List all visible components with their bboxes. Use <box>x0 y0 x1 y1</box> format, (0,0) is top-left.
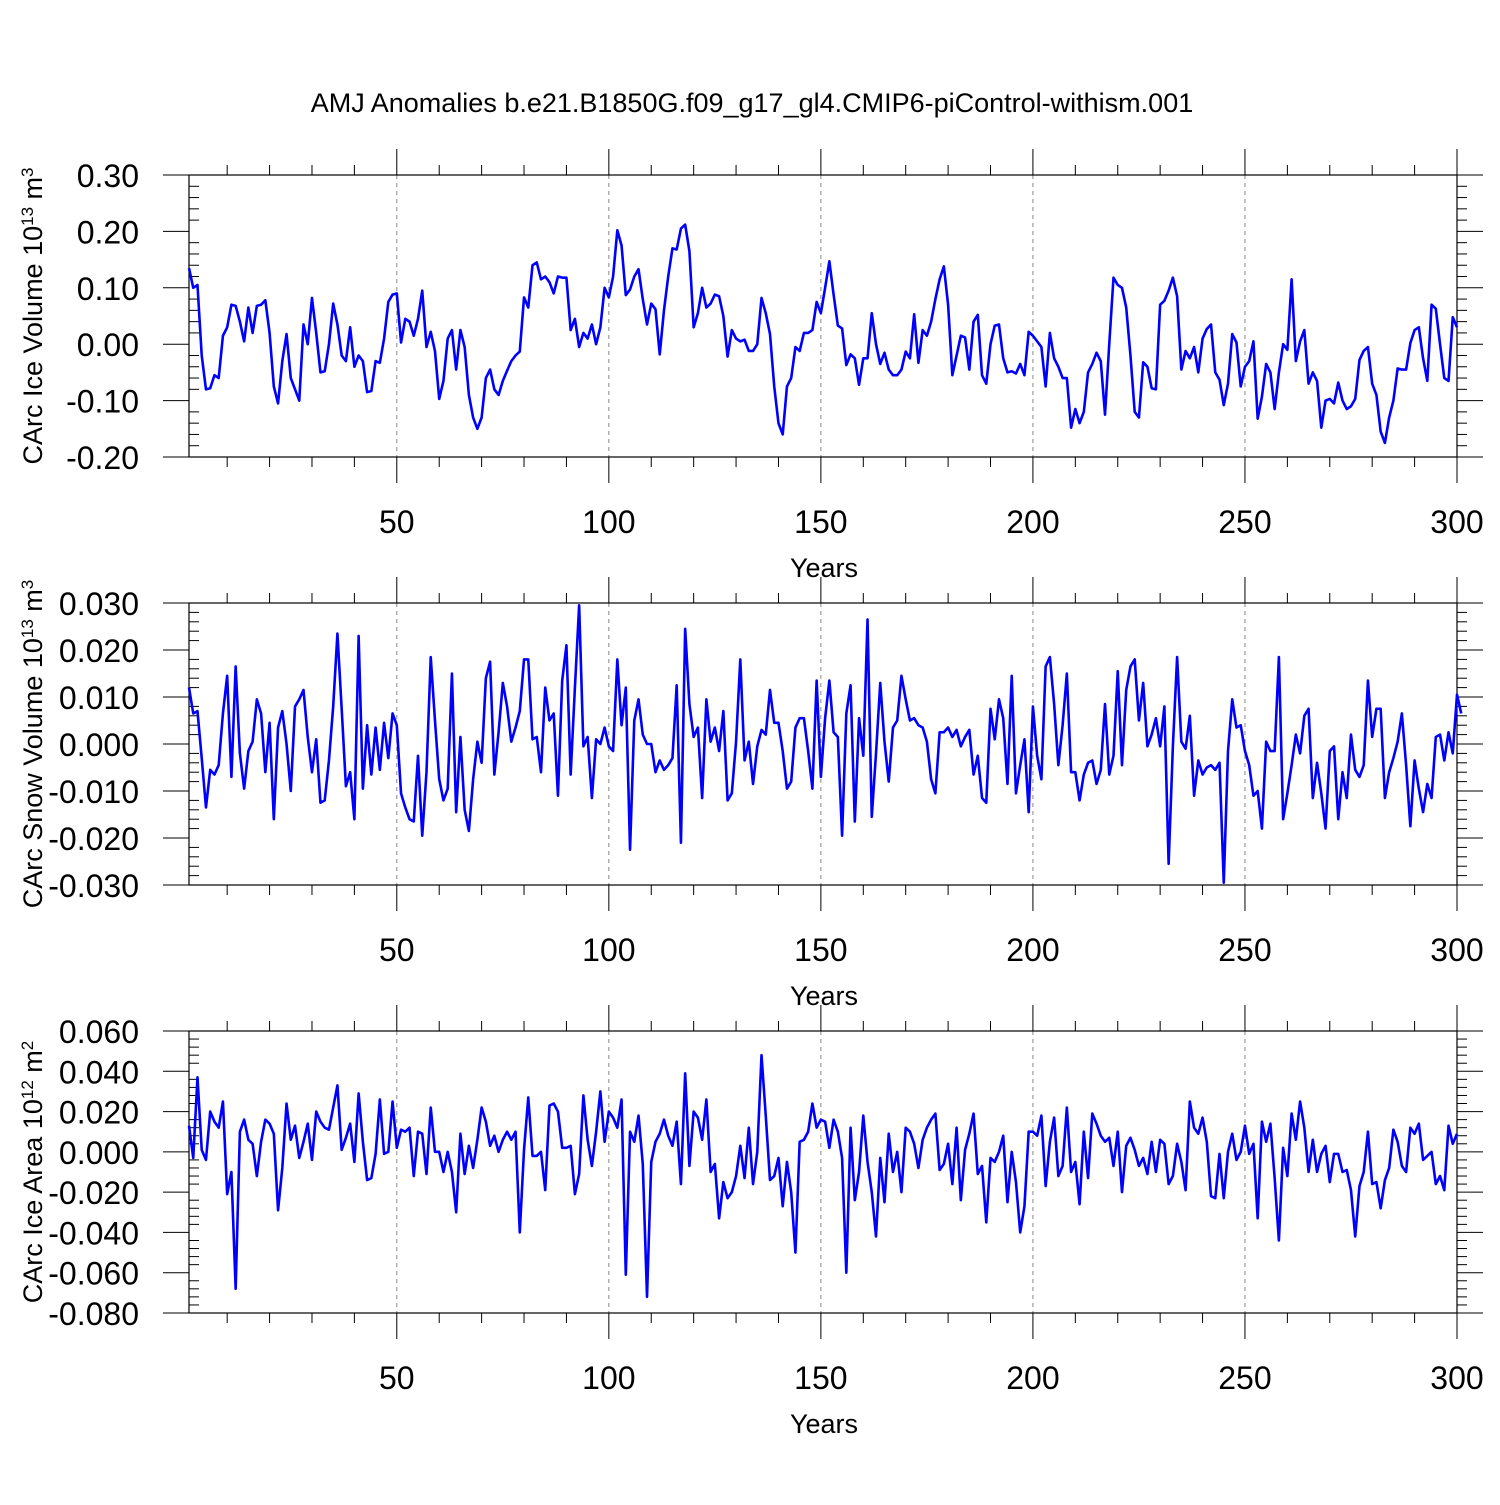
plot-frame <box>188 174 1458 458</box>
x-tick-label: 100 <box>582 1360 635 1396</box>
x-tick-label: 300 <box>1430 504 1483 540</box>
y-tick-label: 0.000 <box>59 727 139 763</box>
plot-frame <box>188 602 1458 886</box>
y-tick-label: -0.010 <box>48 774 139 810</box>
x-tick-label: 150 <box>794 932 847 968</box>
y-tick-label: -0.030 <box>48 868 139 904</box>
y-tick-label: 0.020 <box>59 1095 139 1131</box>
y-tick-label: 0.00 <box>77 327 139 363</box>
y-tick-label: -0.020 <box>48 821 139 857</box>
x-axis-label: Years <box>790 1409 858 1439</box>
y-axis-label: CArc Snow Volume 1013 m3 <box>18 580 49 909</box>
x-tick-label: 200 <box>1006 504 1059 540</box>
x-tick-label: 100 <box>582 504 635 540</box>
x-tick-label: 50 <box>379 932 415 968</box>
panel-2: 50 100 150 200 250 300 -0.030 -0.020 -0.010 0.000… <box>18 577 1484 1011</box>
y-axis-label: CArc Ice Area 1012 m2 <box>18 1041 49 1304</box>
y-tick-label: -0.10 <box>66 384 139 420</box>
panels: 50 100 150 200 250 300 -0.20 -0.10 0.00 0.10 0.20 0… <box>18 149 1484 1439</box>
x-tick-label: 300 <box>1430 1360 1483 1396</box>
series-line <box>187 1053 1459 1299</box>
y-tick-label: 0.010 <box>59 680 139 716</box>
y-tick-label: -0.20 <box>66 440 139 476</box>
y-tick-label: 0.030 <box>59 586 139 622</box>
x-tick-label: 50 <box>379 504 415 540</box>
x-tick-label: 250 <box>1218 1360 1271 1396</box>
y-tick-label: -0.040 <box>48 1215 139 1251</box>
y-tick-label: 0.060 <box>59 1014 139 1050</box>
y-tick-label: -0.080 <box>48 1296 139 1332</box>
x-tick-label: 200 <box>1006 1360 1059 1396</box>
y-tick-label: 0.10 <box>77 271 139 307</box>
x-tick-label: 150 <box>794 504 847 540</box>
y-tick-label: 0.30 <box>77 158 139 194</box>
y-axis-label: CArc Ice Volume 1013 m3 <box>18 167 49 464</box>
y-tick-label: 0.040 <box>59 1054 139 1090</box>
y-tick-label: -0.020 <box>48 1175 139 1211</box>
series-line <box>187 604 1463 884</box>
panel-3: 50 100 150 200 250 300 -0.080 -0.060 -0.040 -0.02… <box>18 1005 1484 1439</box>
x-tick-label: 150 <box>794 1360 847 1396</box>
y-tick-label: 0.020 <box>59 633 139 669</box>
series-line <box>187 223 1459 445</box>
y-tick-label: -0.060 <box>48 1256 139 1292</box>
chart-title: AMJ Anomalies b.e21.B1850G.f09_g17_gl4.C… <box>311 88 1193 118</box>
x-tick-label: 250 <box>1218 504 1271 540</box>
x-axis-label: Years <box>790 981 858 1011</box>
y-tick-label: 0.000 <box>59 1135 139 1171</box>
x-tick-label: 100 <box>582 932 635 968</box>
x-tick-label: 50 <box>379 1360 415 1396</box>
plot-frame <box>188 1030 1458 1314</box>
x-tick-label: 250 <box>1218 932 1271 968</box>
panel-1: 50 100 150 200 250 300 -0.20 -0.10 0.00 0.10 0.20 0… <box>18 149 1484 583</box>
x-tick-label: 300 <box>1430 932 1483 968</box>
x-tick-label: 200 <box>1006 932 1059 968</box>
y-tick-label: 0.20 <box>77 214 139 250</box>
x-axis-label: Years <box>790 553 858 583</box>
